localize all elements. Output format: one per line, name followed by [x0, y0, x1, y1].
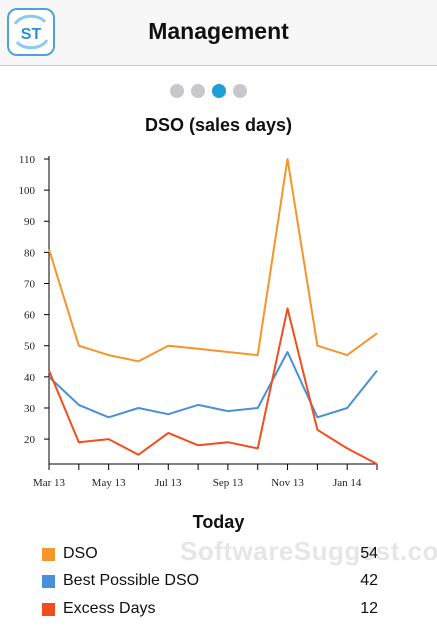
app-logo[interactable]: ST: [7, 8, 55, 56]
y-tick-label: 40: [24, 372, 36, 384]
legend-value-excess-days: 12: [360, 600, 378, 617]
legend-value-dso: 54: [360, 545, 378, 562]
x-axis: Mar 13 May 13 Jul 13 Sep 13 Nov 13 Jan 14: [33, 463, 378, 489]
legend-row-best-possible-dso: Best Possible DSO 42: [40, 571, 378, 593]
x-tick-label: Nov 13: [271, 477, 304, 489]
page-indicator[interactable]: [170, 84, 247, 98]
x-tick-label: Mar 13: [33, 477, 66, 489]
legend-label-excess-days: Excess Days: [63, 600, 156, 617]
legend-row-excess-days: Excess Days 12: [40, 599, 378, 621]
legend-swatch-best-possible-dso: [42, 575, 55, 588]
x-tick-label: Sep 13: [213, 477, 244, 489]
legend-value-best-possible-dso: 42: [360, 572, 378, 589]
y-tick-label: 50: [24, 341, 36, 353]
series-line-dso: [48, 158, 378, 363]
legend-swatch-dso: [42, 548, 55, 561]
legend-label-best-possible-dso: Best Possible DSO: [63, 572, 200, 589]
app-header: ST Management: [0, 0, 437, 66]
logo-text: ST: [21, 26, 42, 43]
y-tick-label: 70: [24, 278, 36, 290]
series-line-best-possible-dso: [48, 351, 378, 419]
series-line-excess-days: [48, 307, 378, 465]
page-dot-1[interactable]: [170, 84, 184, 98]
logo-icon: ST: [13, 14, 49, 50]
y-tick-label: 110: [19, 154, 36, 166]
page-dot-4[interactable]: [233, 84, 247, 98]
chart-series: [48, 158, 378, 465]
y-tick-label: 60: [24, 310, 36, 322]
today-title: Today: [192, 512, 245, 532]
x-tick-label: May 13: [92, 477, 126, 489]
page-title: Management: [148, 18, 289, 44]
y-tick-label: 20: [24, 434, 36, 446]
legend-label-dso: DSO: [63, 545, 98, 562]
dso-line-chart: 20 30 40 50 60 70 80 90 100 110 Mar 13 May 13 Jul 1…: [19, 154, 378, 489]
y-axis: 20 30 40 50 60 70 80 90 100 110: [19, 154, 50, 464]
page-dot-2[interactable]: [191, 84, 205, 98]
y-tick-label: 30: [24, 403, 36, 415]
chart-title: DSO (sales days): [144, 115, 293, 135]
legend-swatch-excess-days: [42, 603, 55, 616]
legend-row-dso: DSO 54: [40, 544, 378, 566]
y-tick-label: 80: [24, 247, 36, 259]
y-tick-label: 90: [24, 216, 36, 228]
x-tick-label: Jan 14: [333, 477, 362, 489]
x-tick-label: Jul 13: [155, 477, 182, 489]
y-tick-label: 100: [19, 185, 36, 197]
page-dot-3[interactable]: [212, 84, 226, 98]
